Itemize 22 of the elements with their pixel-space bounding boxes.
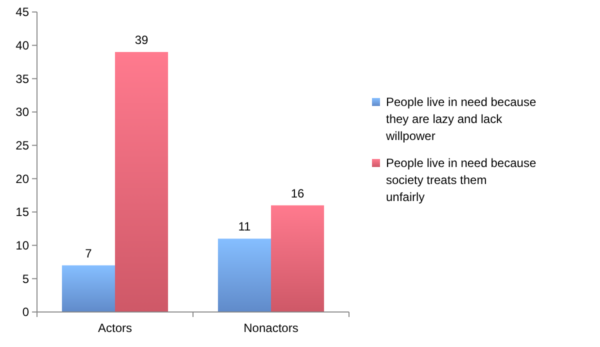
bar bbox=[218, 238, 271, 312]
legend-label: People live in need because they are lazy and lack willpower bbox=[385, 95, 536, 143]
legend-label: People live in need because society treats them unfairly bbox=[386, 156, 536, 204]
y-tick-label: 5 bbox=[22, 272, 30, 286]
y-tick-label: 0 bbox=[22, 305, 30, 320]
y-tick-label: 25 bbox=[16, 138, 30, 153]
data-label: 7 bbox=[85, 246, 92, 260]
x-tick-label: Nonactors bbox=[244, 321, 298, 335]
bar bbox=[271, 205, 324, 312]
y-tick-label: 20 bbox=[16, 172, 30, 186]
data-label: 11 bbox=[238, 220, 252, 234]
y-tick-label: 15 bbox=[16, 205, 30, 220]
y-tick-label: 45 bbox=[16, 5, 30, 20]
bar bbox=[115, 52, 168, 312]
data-label: 39 bbox=[134, 33, 149, 47]
y-tick-label: 30 bbox=[16, 105, 30, 120]
data-label: 16 bbox=[290, 186, 305, 200]
y-tick-label: 10 bbox=[16, 238, 30, 253]
x-tick-label: Actors bbox=[98, 321, 132, 335]
y-tick-label: 35 bbox=[16, 72, 30, 86]
y-tick-label: 40 bbox=[16, 38, 30, 53]
bar bbox=[62, 265, 115, 312]
